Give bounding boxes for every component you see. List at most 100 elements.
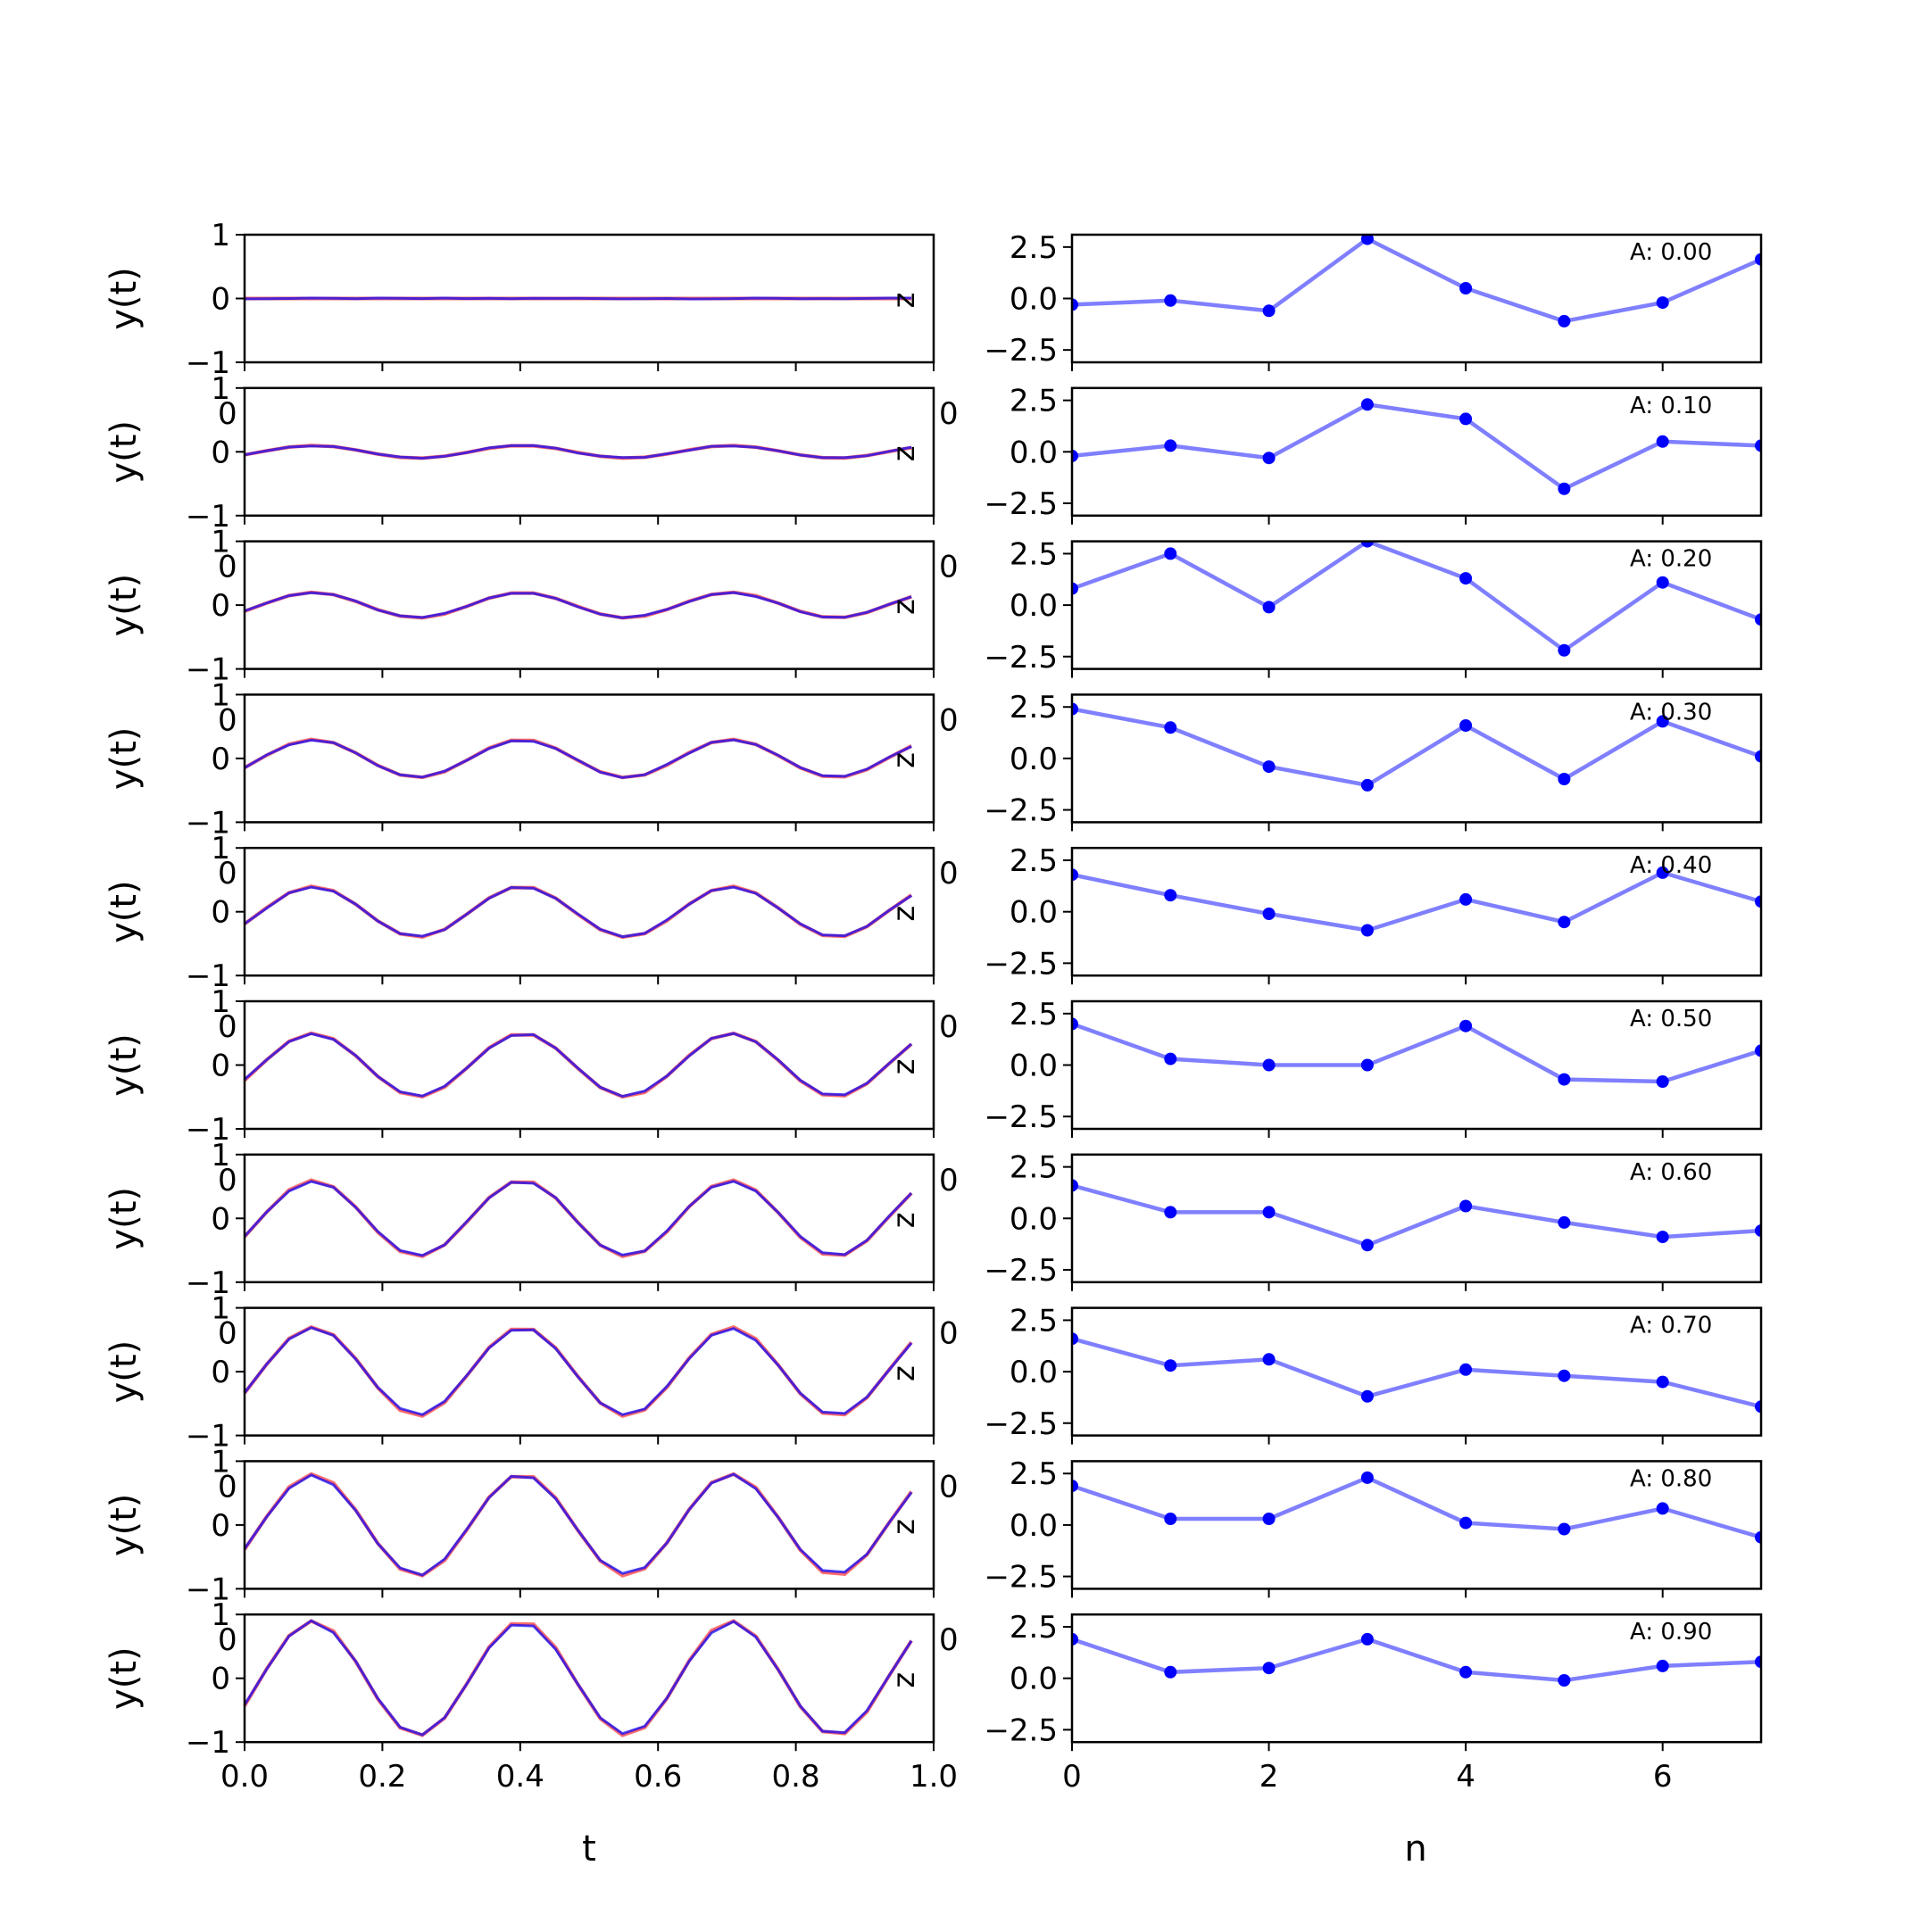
sample-point — [1656, 1659, 1669, 1672]
estimate-signal-line — [244, 444, 912, 460]
sample-point — [1164, 1052, 1177, 1066]
right-panel-frame — [1070, 386, 1763, 518]
right-y-tick-label: −2.5 — [984, 1560, 1058, 1596]
left-y-tick-label: 1 — [211, 218, 230, 253]
left-overlap-label: 0 — [218, 1316, 237, 1352]
sample-point — [1072, 1179, 1078, 1192]
left-panel-frame — [243, 999, 935, 1131]
sample-point — [1755, 613, 1761, 626]
amplitude-label: A: 0.50 — [1630, 1006, 1712, 1032]
sample-point — [1656, 1231, 1669, 1244]
left-y-axis-label: y(t) — [104, 1646, 145, 1710]
sample-line — [1072, 1475, 1761, 1539]
sample-point — [1755, 1224, 1761, 1238]
sample-point — [1164, 1359, 1177, 1372]
left-overlap-label: 0 — [218, 1469, 237, 1505]
sample-point — [1360, 1058, 1374, 1072]
left-y-tick-label: 0 — [211, 282, 230, 318]
sample-point — [1262, 1353, 1276, 1366]
sample-line — [1072, 707, 1761, 788]
sample-point — [1755, 253, 1761, 266]
right-plot-area — [1072, 1632, 1761, 1687]
sample-point — [1072, 702, 1078, 716]
sample-point — [1072, 1480, 1078, 1493]
left-y-tick-label: 1 — [211, 677, 230, 713]
right-y-tick-label: 2.5 — [1010, 690, 1058, 726]
right-plot-area — [1072, 398, 1761, 495]
right-y-tick-label: 0.0 — [1010, 1662, 1058, 1697]
estimate-signal-line — [244, 1032, 913, 1099]
right-panel-frame — [1070, 999, 1763, 1131]
sample-line — [1072, 870, 1761, 933]
amplitude-label: A: 0.80 — [1630, 1465, 1712, 1492]
sample-point — [1558, 643, 1571, 657]
right-panel-frame — [1070, 1153, 1763, 1284]
left-y-tick-label: 0 — [211, 1201, 230, 1237]
right-y-tick-label: −2.5 — [984, 1099, 1058, 1135]
z-marker: z — [886, 1519, 922, 1535]
sample-point — [1360, 1632, 1374, 1646]
z-marker: z — [886, 1212, 922, 1228]
sample-point — [1164, 721, 1177, 734]
right-y-tick-label: 0.0 — [1010, 1355, 1058, 1390]
sample-line — [1072, 1637, 1761, 1683]
sample-point — [1558, 773, 1571, 785]
sample-line — [1072, 402, 1761, 492]
sample-point — [1755, 1530, 1761, 1544]
right-x-tick-label: 0 — [1062, 1759, 1082, 1795]
sample-point — [1755, 1044, 1761, 1057]
right-y-tick-label: 0.0 — [1010, 895, 1058, 931]
right-panel-frame — [1070, 233, 1763, 364]
right-y-tick-label: 0.0 — [1010, 1201, 1058, 1237]
estimate-signal-line — [244, 885, 912, 939]
left-y-tick-label: −1 — [186, 652, 230, 688]
sample-point — [1164, 1513, 1177, 1525]
left-y-tick-label: 1 — [211, 1138, 230, 1173]
sample-point — [1656, 1075, 1669, 1088]
sample-point — [1072, 1332, 1078, 1346]
sample-point — [1164, 1206, 1177, 1219]
sample-point — [1262, 1662, 1276, 1675]
sample-point — [1262, 1058, 1276, 1072]
sample-point — [1558, 1674, 1571, 1687]
sample-point — [1072, 449, 1078, 462]
right-x-tick-label: 4 — [1456, 1759, 1475, 1795]
left-y-tick-label: 1 — [211, 371, 230, 407]
left-y-tick-label: −1 — [186, 958, 230, 994]
sample-point — [1164, 1665, 1177, 1679]
left-y-tick-label: 0 — [211, 1049, 230, 1084]
sample-point — [1656, 715, 1669, 728]
z-marker: z — [886, 293, 922, 309]
z-marker: z — [886, 445, 922, 461]
sample-line — [1072, 541, 1761, 653]
right-overlap-label: 0 — [939, 1163, 959, 1198]
sample-point — [1558, 1369, 1571, 1382]
left-y-tick-label: 0 — [211, 588, 230, 624]
sample-point — [1360, 1389, 1374, 1403]
sample-point — [1072, 582, 1078, 595]
left-x-tick-label: 0.8 — [772, 1759, 820, 1795]
estimate-signal-line — [243, 1472, 913, 1577]
sample-point — [1755, 1400, 1761, 1414]
z-marker: z — [886, 752, 922, 768]
left-panel-frame — [243, 1613, 935, 1744]
sample-point — [1558, 314, 1571, 328]
right-y-tick-label: 2.5 — [1010, 1150, 1058, 1186]
estimate-signal-line — [243, 1619, 913, 1737]
sample-point — [1262, 1206, 1276, 1219]
z-marker: z — [886, 599, 922, 615]
sample-point — [1164, 439, 1177, 452]
right-y-tick-label: −2.5 — [984, 1712, 1058, 1748]
sample-point — [1262, 601, 1276, 614]
sample-point — [1360, 398, 1374, 411]
sample-line — [1072, 1337, 1761, 1409]
right-panel-5: −2.5 0.0 2.5 0 A: 0.50 — [939, 997, 1763, 1138]
left-x-tick-label: 0.4 — [496, 1759, 544, 1795]
right-overlap-label: 0 — [939, 856, 959, 891]
right-plot-area — [1072, 541, 1761, 657]
sample-point — [1459, 1363, 1473, 1376]
left-y-tick-label: 1 — [211, 984, 230, 1020]
left-x-tick-label: 0.0 — [220, 1759, 269, 1795]
